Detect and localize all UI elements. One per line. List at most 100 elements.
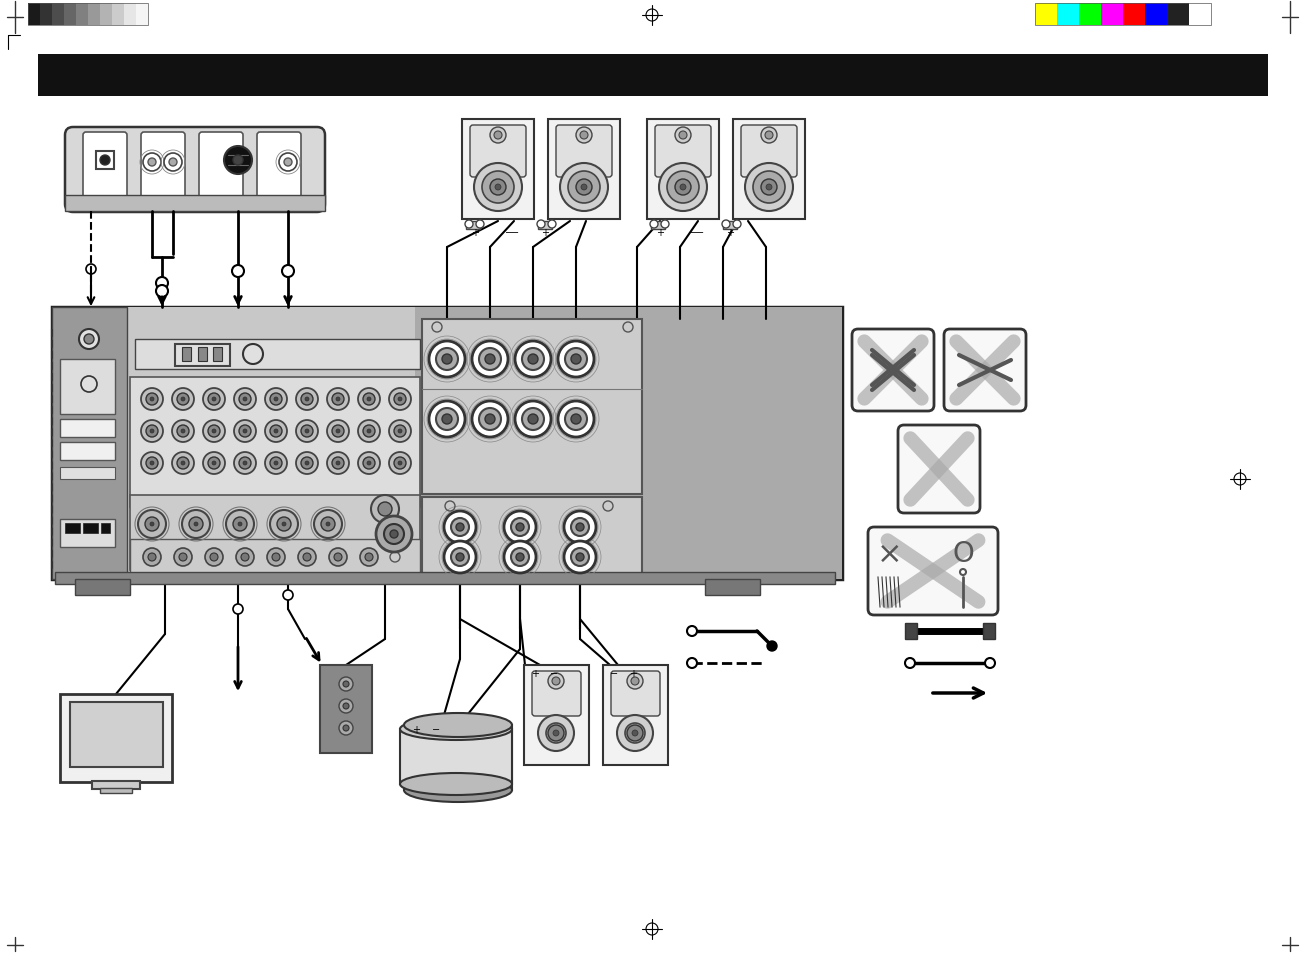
Circle shape <box>150 430 154 434</box>
Circle shape <box>572 415 581 424</box>
FancyBboxPatch shape <box>741 126 797 178</box>
Circle shape <box>512 518 529 537</box>
Bar <box>64 4 76 26</box>
Circle shape <box>305 461 309 465</box>
Circle shape <box>767 641 776 651</box>
Bar <box>134 339 420 370</box>
Bar <box>723 222 737 230</box>
Bar <box>466 222 480 230</box>
Bar <box>91 781 140 789</box>
Circle shape <box>238 522 241 526</box>
Circle shape <box>194 522 198 526</box>
Circle shape <box>277 517 291 532</box>
Ellipse shape <box>405 713 512 738</box>
Circle shape <box>189 517 204 532</box>
Circle shape <box>282 522 286 526</box>
Bar <box>904 623 917 639</box>
Circle shape <box>210 554 218 561</box>
Bar <box>401 729 512 784</box>
Circle shape <box>479 409 501 431</box>
Ellipse shape <box>401 719 512 740</box>
Bar <box>100 4 112 26</box>
Circle shape <box>207 394 221 406</box>
Bar <box>651 222 666 230</box>
Circle shape <box>565 409 587 431</box>
Bar <box>525 665 589 765</box>
Circle shape <box>328 389 348 411</box>
Circle shape <box>455 523 465 532</box>
Bar <box>1167 4 1189 26</box>
Circle shape <box>141 420 163 442</box>
Bar <box>127 308 448 579</box>
Circle shape <box>394 426 406 437</box>
Circle shape <box>515 401 551 437</box>
Circle shape <box>211 397 217 401</box>
Circle shape <box>301 426 313 437</box>
Bar <box>55 573 835 584</box>
Circle shape <box>204 453 224 475</box>
Circle shape <box>679 132 686 140</box>
Circle shape <box>686 626 697 637</box>
Circle shape <box>339 721 352 735</box>
Circle shape <box>207 426 221 437</box>
Bar <box>70 702 163 767</box>
Circle shape <box>632 730 638 737</box>
Circle shape <box>358 389 380 411</box>
Circle shape <box>243 430 247 434</box>
FancyBboxPatch shape <box>944 330 1026 412</box>
Circle shape <box>722 221 729 229</box>
Circle shape <box>489 128 506 144</box>
Circle shape <box>339 700 352 713</box>
Circle shape <box>436 409 458 431</box>
Circle shape <box>157 277 168 290</box>
Bar <box>60 695 172 782</box>
Circle shape <box>576 180 592 195</box>
Circle shape <box>239 394 251 406</box>
Bar <box>100 788 132 793</box>
Circle shape <box>204 389 224 411</box>
Circle shape <box>564 541 596 574</box>
Circle shape <box>268 548 284 566</box>
Circle shape <box>243 397 247 401</box>
Circle shape <box>617 716 652 751</box>
Circle shape <box>141 453 163 475</box>
Circle shape <box>650 221 658 229</box>
Bar <box>1101 4 1124 26</box>
Bar <box>130 496 420 571</box>
Circle shape <box>675 180 692 195</box>
Circle shape <box>164 153 181 172</box>
Circle shape <box>236 548 254 566</box>
Bar <box>130 377 420 507</box>
Circle shape <box>339 678 352 691</box>
Circle shape <box>398 461 402 465</box>
Circle shape <box>331 394 345 406</box>
Circle shape <box>529 415 538 424</box>
Circle shape <box>680 185 686 191</box>
Bar <box>112 4 124 26</box>
Circle shape <box>522 409 544 431</box>
Circle shape <box>326 522 330 526</box>
Circle shape <box>552 678 560 685</box>
Bar <box>65 523 80 534</box>
Bar <box>100 523 110 534</box>
Circle shape <box>581 185 587 191</box>
Bar <box>462 120 534 220</box>
Circle shape <box>234 604 243 615</box>
Text: −: − <box>549 668 559 679</box>
Text: −: − <box>690 228 698 237</box>
Bar <box>27 4 147 26</box>
Bar <box>52 308 127 579</box>
Bar <box>538 222 552 230</box>
FancyBboxPatch shape <box>611 671 660 717</box>
Bar <box>38 55 1268 97</box>
Circle shape <box>564 512 596 543</box>
Circle shape <box>367 461 371 465</box>
Circle shape <box>157 286 168 297</box>
Text: +: + <box>629 668 637 679</box>
Bar <box>76 4 87 26</box>
Circle shape <box>172 389 194 411</box>
Circle shape <box>576 128 592 144</box>
Bar <box>1057 4 1079 26</box>
Circle shape <box>733 221 741 229</box>
Circle shape <box>766 185 773 191</box>
